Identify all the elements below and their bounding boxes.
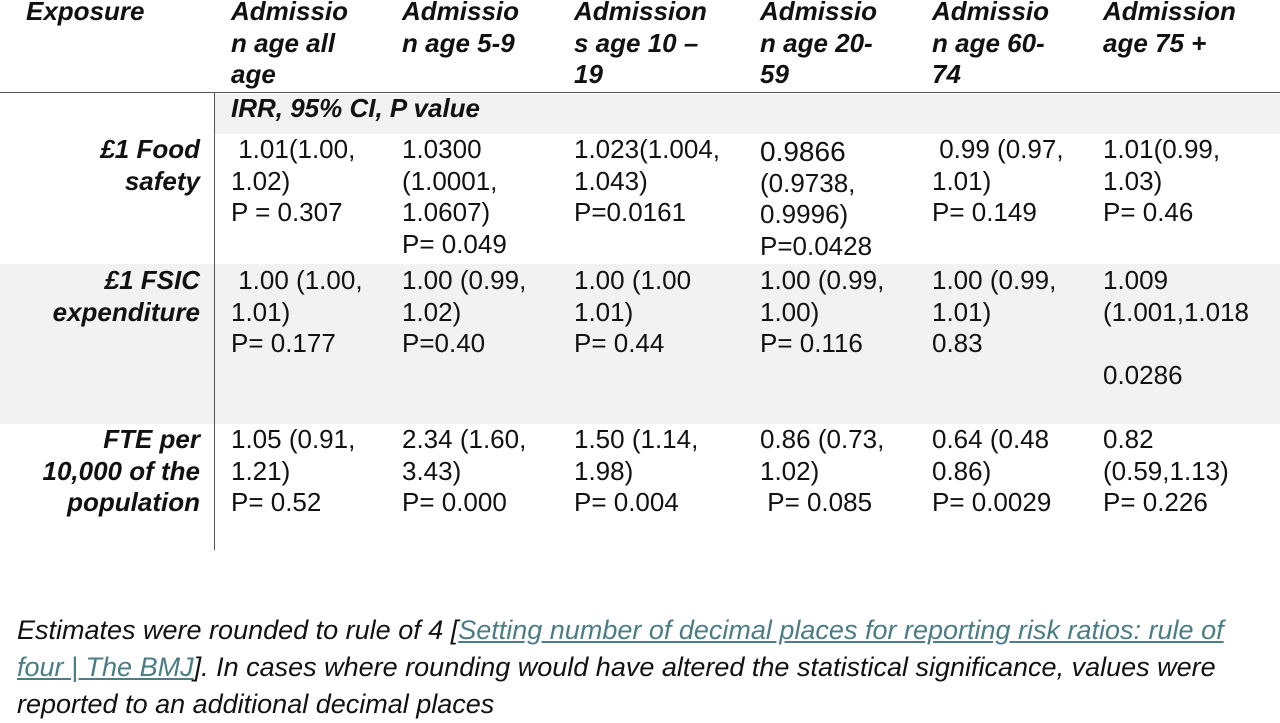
table-cell: 0.64 (0.48 0.86) P= 0.0029 <box>932 424 1052 517</box>
row-band-fsic <box>0 264 1280 424</box>
column-header-age-5-9: Admissio n age 5-9 <box>402 0 520 58</box>
column-header-age-10-19: Admission s age 10 – 19 <box>574 0 707 89</box>
table-cell: 1.00 (1.00 1.01) P= 0.44 <box>574 265 692 358</box>
table-cell: 1.009 (1.001,1.018 0.0286 <box>1103 265 1250 390</box>
column-header-age-20-59: Admissio n age 20- 59 <box>760 0 878 89</box>
table-cell: 1.00 (1.00, 1.01) P= 0.177 <box>231 265 363 358</box>
table-cell: 0.99 (0.97, 1.01) P= 0.149 <box>932 134 1064 227</box>
bmj-reference-link[interactable]: Setting number of decimal places for rep… <box>17 615 1224 682</box>
table-cell: 1.50 (1.14, 1.98) P= 0.004 <box>574 424 699 517</box>
table-cell: 1.01(0.99, 1.03) P= 0.46 <box>1103 134 1221 227</box>
table-cell: 0.9866 (0.9738, 0.9996) P=0.0428 <box>760 136 873 261</box>
row-label-fte: FTE per 10,000 of the population <box>42 424 200 517</box>
subheader-band <box>215 94 1280 134</box>
table-cell: 2.34 (1.60, 3.43) P= 0.000 <box>402 424 527 517</box>
table-cell: 1.05 (0.91, 1.21) P= 0.52 <box>231 424 356 517</box>
table-cell: 0.86 (0.73, 1.02) P= 0.085 <box>760 424 885 517</box>
row-label-fsic-expenditure: £1 FSIC expenditure <box>52 265 200 327</box>
label-column-rule <box>214 92 215 550</box>
column-header-all-ages: Admissio n age all age <box>231 0 349 89</box>
column-header-exposure: Exposure <box>26 0 145 26</box>
row-label-food-safety: £1 Food safety <box>100 134 200 196</box>
footnote-text-before: Estimates were rounded to rule of 4 [ <box>17 615 459 645</box>
table-cell: 0.82 (0.59,1.13) P= 0.226 <box>1103 424 1229 517</box>
table-cell: 1.023(1.004, 1.043) P=0.0161 <box>574 134 721 227</box>
table-cell: 1.00 (0.99, 1.02) P=0.40 <box>402 265 527 358</box>
column-header-age-60-74: Admissio n age 60- 74 <box>932 0 1050 89</box>
header-rule <box>0 92 1280 93</box>
table-cell: 1.00 (0.99, 1.01) 0.83 <box>932 265 1057 358</box>
footnote-text-after: ]. In cases where rounding would have al… <box>17 652 1216 719</box>
table-cell: 1.00 (0.99, 1.00) P= 0.116 <box>760 265 885 358</box>
table-cell: 1.0300 (1.0001, 1.0607) P= 0.049 <box>402 134 507 259</box>
column-header-age-75-plus: Admission age 75 + <box>1103 0 1236 58</box>
table-cell: 1.01(1.00, 1.02) P = 0.307 <box>231 134 356 227</box>
footnote: Estimates were rounded to rule of 4 [Set… <box>17 612 1267 723</box>
subheader-irr: IRR, 95% CI, P value <box>231 93 481 123</box>
